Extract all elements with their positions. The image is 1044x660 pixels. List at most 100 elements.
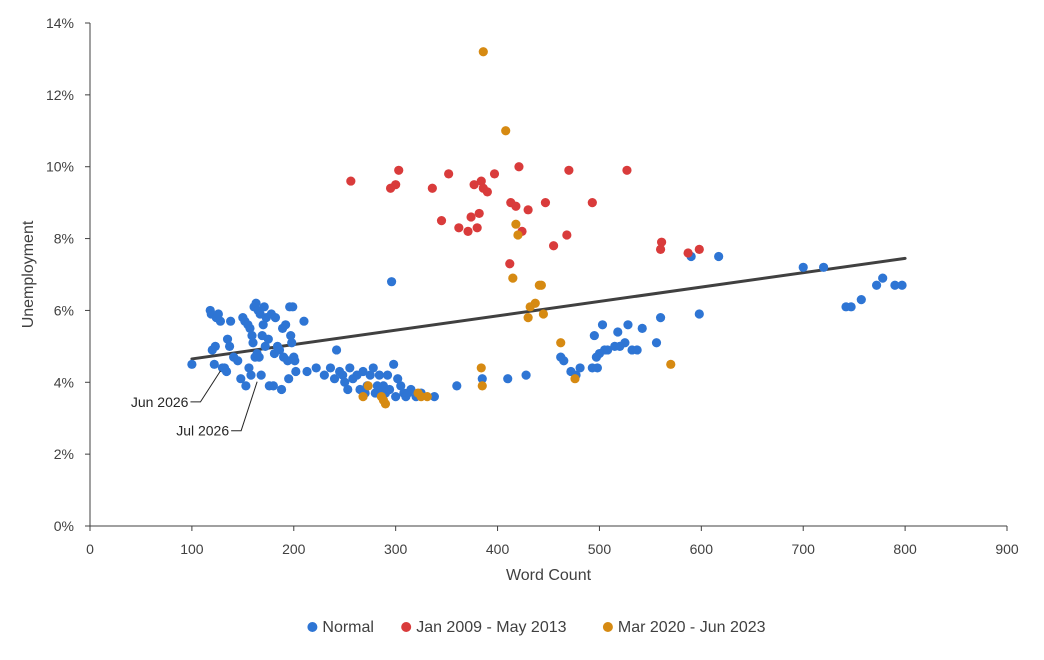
data-point: [602, 345, 613, 355]
data-point: [331, 345, 342, 355]
legend-marker: [602, 622, 613, 632]
x-tick-label: 200: [282, 541, 306, 557]
data-point: [501, 126, 511, 136]
data-point: [575, 363, 585, 373]
data-point: [290, 356, 300, 366]
data-point: [406, 384, 416, 395]
data-point: [452, 381, 462, 391]
data-point: [248, 338, 258, 348]
data-point: [274, 345, 285, 355]
data-point: [221, 366, 232, 377]
y-tick-label: 12%: [46, 87, 74, 103]
legend-marker: [401, 622, 412, 632]
x-tick-label: 700: [792, 541, 816, 557]
data-point: [246, 370, 256, 380]
data-point: [714, 251, 724, 262]
data-point: [536, 280, 546, 290]
data-point: [478, 47, 488, 57]
axes: [89, 23, 1007, 527]
data-point: [472, 223, 482, 233]
data-point: [391, 180, 401, 190]
data-point: [422, 392, 432, 402]
data-point: [597, 320, 608, 330]
data-point: [477, 381, 487, 391]
legend-item: Jan 2009 - May 2013: [401, 619, 567, 636]
data-point: [213, 309, 223, 319]
y-tick-label: 14%: [46, 15, 74, 31]
data-point: [587, 198, 597, 208]
data-point: [258, 320, 268, 330]
y-tick-label: 0%: [54, 518, 74, 534]
data-point: [513, 230, 523, 240]
data-point: [694, 244, 704, 254]
data-point: [632, 345, 642, 355]
data-point: [358, 392, 368, 402]
series-2: [358, 47, 676, 409]
data-point: [270, 313, 281, 323]
data-point: [846, 302, 856, 312]
legend-item: Normal: [307, 619, 374, 636]
annotations: Jun 2026 Jul 2026: [131, 370, 258, 439]
data-point: [463, 226, 473, 236]
data-point: [694, 309, 704, 319]
data-point: [389, 359, 399, 369]
data-point: [651, 338, 662, 348]
data-point: [570, 374, 580, 384]
data-point: [798, 262, 808, 272]
data-point: [340, 377, 350, 387]
data-point: [489, 169, 500, 179]
y-tick-label: 8%: [54, 231, 74, 247]
data-point: [878, 273, 888, 283]
data-point: [241, 381, 251, 391]
data-point: [226, 316, 236, 326]
y-tick-labels: 0% 2% 4% 6% 8% 10% 12% 14%: [46, 15, 90, 534]
x-tick-label: 0: [86, 541, 94, 557]
data-point: [655, 244, 666, 254]
y-tick-label: 2%: [54, 446, 74, 462]
legend-label: Jan 2009 - May 2013: [416, 619, 566, 636]
data-point: [655, 313, 666, 323]
legend-marker: [307, 622, 318, 632]
data-point: [187, 359, 197, 369]
annotation-label: Jun 2026: [131, 394, 189, 410]
data-point: [613, 327, 623, 337]
data-point: [288, 302, 298, 312]
data-point: [210, 341, 220, 351]
data-point: [286, 330, 296, 341]
data-point: [622, 165, 632, 175]
annotation-label: Jul 2026: [176, 423, 229, 439]
data-point: [396, 381, 406, 391]
y-tick-label: 4%: [54, 374, 74, 390]
data-point: [476, 363, 486, 373]
data-point: [521, 370, 531, 380]
data-point: [384, 384, 395, 395]
data-point: [819, 262, 829, 272]
data-point: [209, 359, 219, 369]
data-point: [233, 356, 243, 366]
data-point: [429, 392, 439, 402]
data-point: [523, 205, 533, 215]
data-point: [291, 366, 301, 377]
data-point: [302, 366, 312, 377]
data-point: [540, 198, 551, 208]
data-point: [508, 273, 518, 283]
data-point: [251, 298, 261, 308]
data-point: [391, 392, 401, 402]
data-point: [319, 370, 329, 380]
data-point: [683, 248, 693, 258]
data-point: [469, 180, 479, 190]
y-tick-label: 6%: [54, 302, 74, 318]
data-point: [245, 323, 255, 333]
data-point: [530, 298, 540, 308]
data-point: [623, 320, 633, 330]
data-point: [514, 162, 524, 172]
data-point: [897, 280, 907, 290]
y-tick-label: 10%: [46, 159, 74, 175]
annotation-leader: [231, 381, 258, 432]
data-point: [394, 165, 404, 175]
data-point: [368, 363, 378, 373]
data-point: [386, 277, 397, 287]
data-point: [224, 341, 235, 351]
x-tick-label: 300: [384, 541, 408, 557]
data-point: [325, 363, 336, 373]
